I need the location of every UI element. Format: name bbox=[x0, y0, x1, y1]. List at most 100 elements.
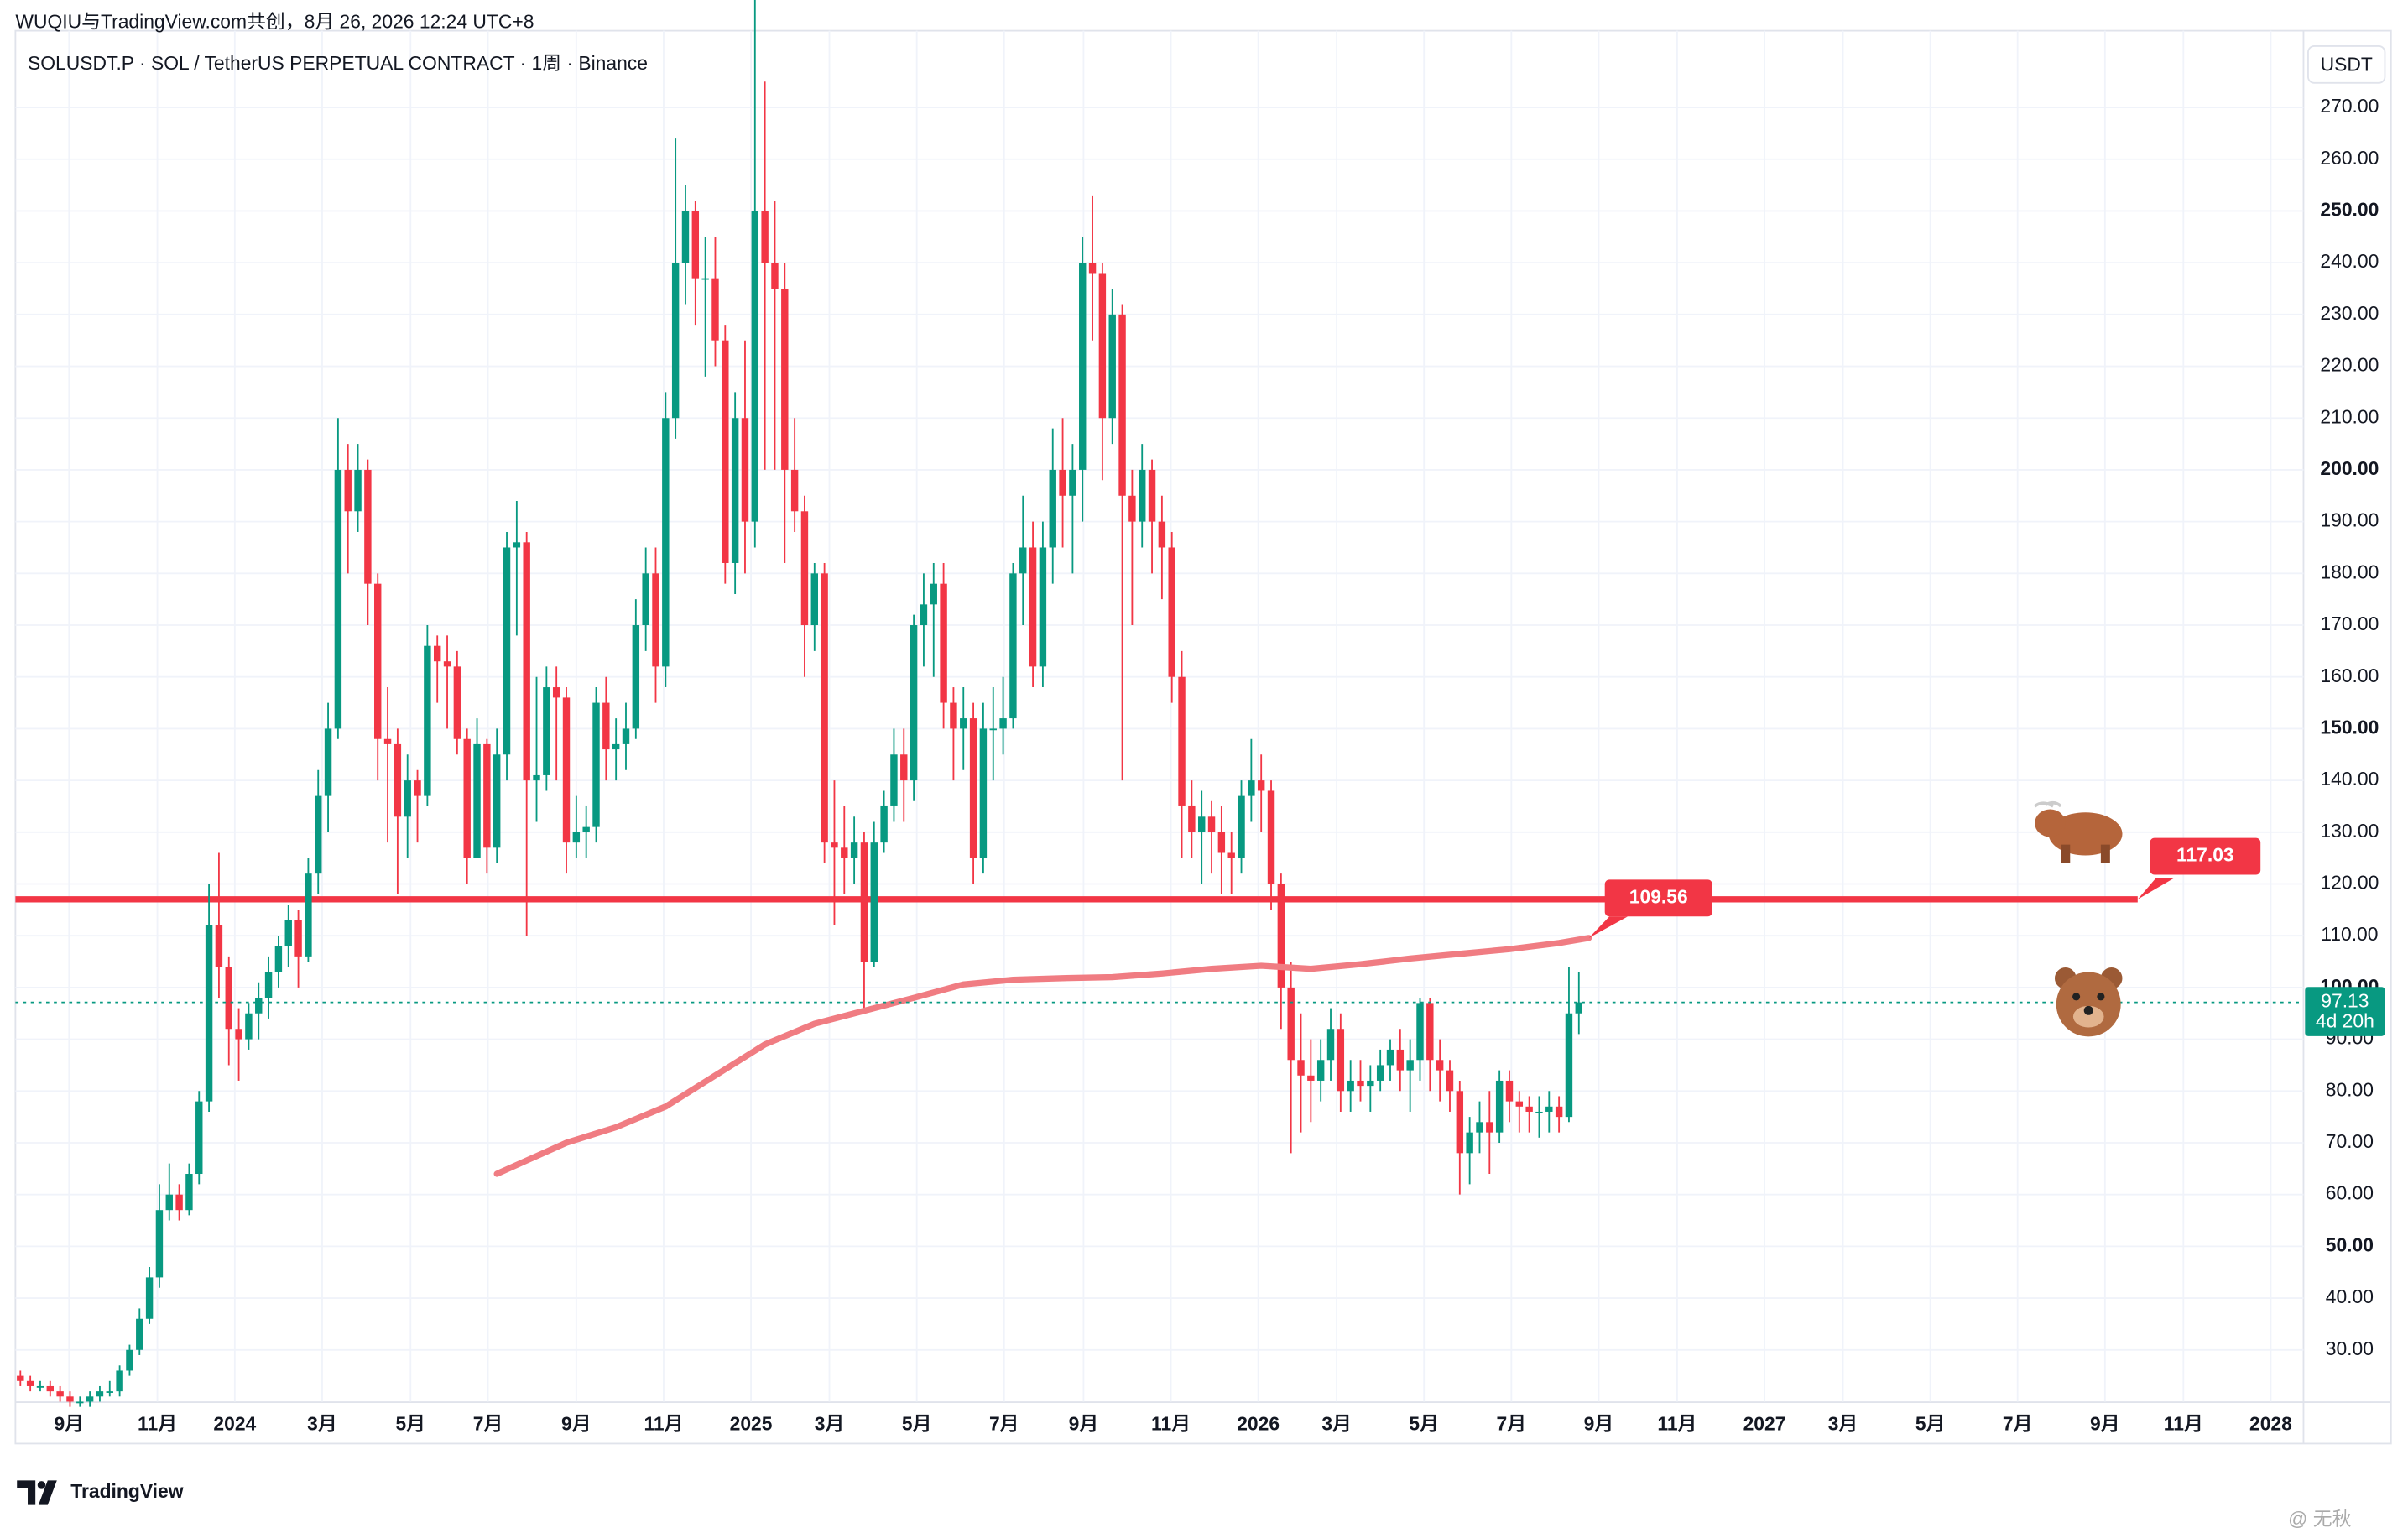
candle-body bbox=[960, 718, 967, 729]
moving-average bbox=[493, 935, 1592, 1177]
y-tick-label: 200.00 bbox=[2320, 457, 2379, 479]
candle-body bbox=[1396, 1049, 1405, 1071]
candle-body bbox=[1238, 795, 1245, 858]
candle-body bbox=[235, 1029, 242, 1040]
candle-body bbox=[1555, 1106, 1563, 1118]
candle-body bbox=[622, 728, 630, 744]
candle-body bbox=[294, 920, 302, 957]
candle-body bbox=[1217, 832, 1226, 853]
candle-body bbox=[1257, 780, 1265, 791]
y-tick-label: 160.00 bbox=[2320, 665, 2379, 686]
x-tick-label: 5月 bbox=[395, 1413, 425, 1435]
candle-body bbox=[543, 687, 550, 775]
candle-body bbox=[136, 1318, 143, 1350]
y-tick-label: 40.00 bbox=[2326, 1285, 2374, 1307]
candle-body bbox=[1515, 1101, 1524, 1107]
candle-body bbox=[1426, 1003, 1434, 1061]
candle-body bbox=[305, 873, 312, 957]
candle-body bbox=[850, 842, 858, 858]
candle-body bbox=[383, 738, 392, 744]
candle-body bbox=[1376, 1065, 1384, 1081]
candle-body bbox=[612, 743, 620, 750]
candle-body bbox=[880, 805, 888, 843]
chart-frame bbox=[14, 29, 2392, 1445]
currency[interactable]: USDT bbox=[2321, 54, 2373, 76]
x-tick-label: 9月 bbox=[561, 1413, 592, 1435]
candle-body bbox=[841, 847, 848, 858]
label-pointer bbox=[2137, 878, 2175, 899]
candle-body bbox=[1049, 469, 1056, 548]
candle-body bbox=[800, 511, 809, 626]
y-tick-label: 130.00 bbox=[2320, 820, 2379, 842]
candle-body bbox=[1575, 1002, 1582, 1014]
candle-body bbox=[1139, 469, 1146, 522]
brand: TradingView bbox=[70, 1480, 183, 1502]
candle-body bbox=[930, 583, 937, 605]
candle-body bbox=[284, 920, 292, 946]
candle-body bbox=[810, 573, 818, 626]
candle-body bbox=[1158, 521, 1166, 548]
candle-body bbox=[662, 418, 670, 667]
y-tick-label: 30.00 bbox=[2326, 1337, 2374, 1359]
currency-box[interactable] bbox=[2307, 44, 2386, 84]
x-tick-label: 9月 bbox=[1584, 1413, 1614, 1435]
candle-body bbox=[642, 573, 649, 626]
x-tick-label: 11月 bbox=[138, 1413, 177, 1435]
candle-body bbox=[116, 1370, 123, 1392]
x-tick-label: 7月 bbox=[1497, 1413, 1527, 1435]
candle-body bbox=[1456, 1091, 1464, 1154]
candle-body bbox=[1287, 987, 1295, 1061]
candle-body bbox=[354, 469, 362, 512]
candle-body bbox=[1148, 469, 1156, 522]
last-price: 97.13 bbox=[2321, 990, 2369, 1012]
x-tick-label: 7月 bbox=[2003, 1413, 2033, 1435]
candle-body bbox=[1227, 852, 1235, 858]
candle-body bbox=[582, 826, 590, 832]
candle-body bbox=[1297, 1060, 1305, 1076]
candle-body bbox=[1525, 1106, 1533, 1112]
candle-body bbox=[36, 1385, 44, 1388]
candle-body bbox=[453, 666, 461, 739]
candle-body bbox=[681, 211, 690, 263]
candle-body bbox=[910, 625, 918, 781]
x-tick-label: 9月 bbox=[2090, 1413, 2120, 1435]
brand-logo bbox=[17, 1480, 57, 1505]
candle-body bbox=[1565, 1013, 1573, 1118]
candle-body bbox=[870, 842, 878, 962]
candle-body bbox=[781, 288, 789, 470]
candle-body bbox=[1188, 805, 1196, 832]
candle-body bbox=[1197, 816, 1206, 832]
candle-body bbox=[1495, 1080, 1504, 1133]
candle-body bbox=[1436, 1060, 1444, 1071]
candle-body bbox=[394, 743, 402, 817]
credit: WUQIU与TradingView.com共创，8月 26, 2026 12:2… bbox=[15, 11, 534, 33]
candle-body bbox=[145, 1277, 154, 1319]
candle-body bbox=[1466, 1132, 1473, 1154]
y-tick-label: 150.00 bbox=[2320, 716, 2379, 738]
candle-body bbox=[790, 469, 799, 512]
candle-body bbox=[1476, 1122, 1483, 1133]
x-tick-label: 3月 bbox=[1828, 1413, 1858, 1435]
candle-body bbox=[771, 263, 779, 289]
price-label-box bbox=[2150, 837, 2261, 875]
candle-body bbox=[483, 743, 491, 848]
candle-body bbox=[26, 1380, 34, 1386]
candle-body bbox=[989, 728, 997, 731]
candle-body bbox=[17, 1375, 24, 1381]
candle-body bbox=[1207, 816, 1216, 832]
candle-body bbox=[1486, 1122, 1493, 1133]
x-tick-label: 3月 bbox=[307, 1413, 337, 1435]
bear-icon bbox=[2054, 967, 2123, 1037]
candle-body bbox=[1307, 1075, 1315, 1081]
y-tick-label: 110.00 bbox=[2321, 923, 2378, 945]
y-tick-label: 250.00 bbox=[2320, 198, 2379, 220]
candle-body bbox=[969, 718, 977, 858]
candle-body bbox=[533, 774, 540, 781]
y-tick-label: 190.00 bbox=[2320, 509, 2379, 531]
candle-body bbox=[940, 583, 947, 703]
x-tick-label: 9月 bbox=[54, 1413, 84, 1435]
candle-body bbox=[344, 469, 352, 512]
candle-body bbox=[920, 604, 928, 626]
